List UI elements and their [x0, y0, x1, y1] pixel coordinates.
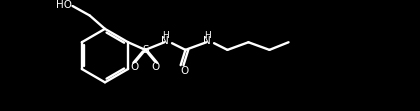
Text: O: O	[180, 66, 189, 76]
Text: N: N	[204, 36, 211, 46]
Text: HO: HO	[56, 0, 72, 10]
Text: S: S	[142, 45, 149, 55]
Text: H: H	[204, 31, 211, 40]
Text: O: O	[131, 62, 139, 72]
Text: O: O	[152, 62, 160, 72]
Text: H: H	[162, 31, 169, 40]
Text: N: N	[161, 36, 169, 46]
